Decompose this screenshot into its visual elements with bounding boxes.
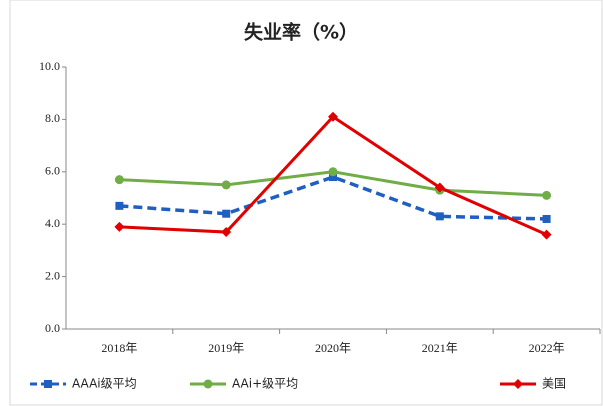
x-tick-label: 2018年 <box>101 341 137 355</box>
point <box>221 227 232 238</box>
legend-label: AAi+级平均 <box>232 377 298 391</box>
chart-frame <box>9 0 603 406</box>
point <box>434 182 445 193</box>
point <box>115 201 124 210</box>
series-line <box>119 175 547 221</box>
chart-title: 失业率（%） <box>244 21 358 44</box>
x-tick-label: 2019年 <box>208 341 244 355</box>
point <box>435 212 444 221</box>
point <box>203 379 213 389</box>
point <box>328 167 338 177</box>
legend-label: 美国 <box>542 377 566 391</box>
x-tick-label: 2022年 <box>529 341 565 355</box>
y-tick-label: 2.0 <box>45 268 60 282</box>
point <box>44 380 52 388</box>
y-tick-label: 4.0 <box>45 216 60 230</box>
point <box>328 111 338 122</box>
point <box>542 214 551 223</box>
point <box>513 379 523 389</box>
point <box>542 190 552 200</box>
point <box>541 229 552 240</box>
point <box>221 180 231 190</box>
point <box>114 175 124 185</box>
point <box>329 173 337 182</box>
y-tick-label: 0.0 <box>45 321 60 335</box>
point <box>114 221 125 232</box>
y-tick-label: 8.0 <box>45 111 60 125</box>
x-tick-label: 2020年 <box>315 341 351 355</box>
y-tick-label: 10.0 <box>39 59 60 73</box>
x-tick-label: 2021年 <box>422 341 458 355</box>
point <box>222 209 231 218</box>
y-tick-label: 6.0 <box>45 164 60 178</box>
legend-label: AAAi级平均 <box>72 377 137 391</box>
